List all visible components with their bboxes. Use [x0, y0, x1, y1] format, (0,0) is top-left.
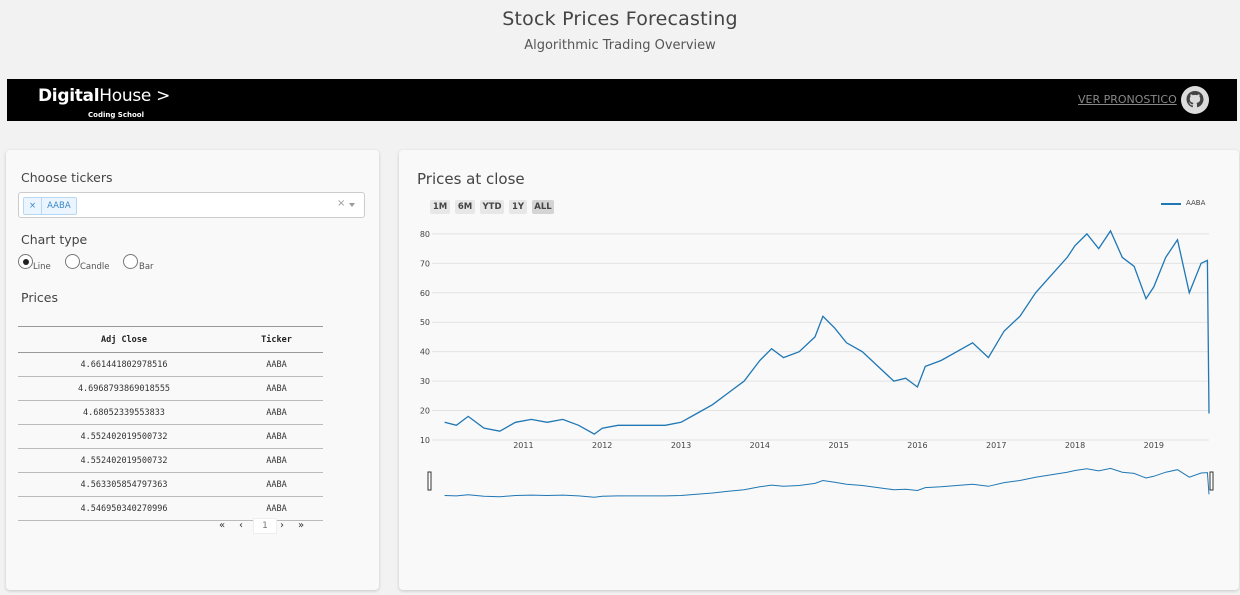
- y-tick-label: 30: [420, 377, 430, 386]
- radio-line-label: Line: [33, 262, 51, 272]
- y-tick-label: 20: [420, 407, 430, 416]
- x-tick-label: 2018: [1065, 441, 1085, 450]
- ver-pronostico-link[interactable]: VER PRONOSTICO: [1078, 93, 1177, 106]
- radio-candle-label: Candle: [80, 262, 110, 272]
- ticker-dropdown[interactable]: × AABA ×: [18, 192, 365, 218]
- ticker-cell: AABA: [230, 496, 323, 521]
- adj-close-cell: 4.552402019500732: [18, 424, 230, 449]
- logo-rest-text: House >: [99, 86, 171, 106]
- adj-close-cell: 4.563305854797363: [18, 472, 230, 497]
- range-slider-right-handle: [1209, 471, 1214, 491]
- adj-close-cell: 4.6968793869018555: [18, 376, 230, 401]
- radio-bar[interactable]: [123, 254, 138, 269]
- legend-entry-aaba: AABA: [1186, 199, 1206, 207]
- navbar: DigitalHouse > Coding School VER PRONOST…: [7, 79, 1237, 121]
- y-tick-label: 70: [420, 259, 430, 268]
- range-slider-line: [444, 467, 1210, 498]
- range-slider-left-handle: [427, 471, 432, 491]
- ticker-cell: AABA: [230, 400, 323, 425]
- page-subtitle: Algorithmic Trading Overview: [524, 38, 716, 53]
- remove-tag-icon[interactable]: ×: [24, 198, 43, 214]
- column-header-adj-close[interactable]: Adj Close: [18, 326, 230, 353]
- page-number-input[interactable]: 1: [253, 518, 277, 534]
- y-tick-label: 10: [420, 436, 430, 445]
- y-tick-label: 40: [420, 348, 430, 357]
- first-page-button[interactable]: «: [219, 520, 226, 531]
- chevron-down-icon[interactable]: [349, 203, 355, 207]
- digitalhouse-logo: DigitalHouse > Coding School: [38, 86, 171, 119]
- range-all-button[interactable]: ALL: [532, 200, 554, 214]
- adj-close-cell: 4.546950340270996: [18, 496, 230, 521]
- next-page-button[interactable]: ›: [280, 520, 284, 531]
- prev-page-button[interactable]: ‹: [239, 520, 243, 531]
- range-6m-button[interactable]: 6M: [455, 200, 475, 214]
- prices-table: Adj Close Ticker 4.661441802978516 AABA 4…: [18, 326, 323, 521]
- ticker-tag-label: AABA: [47, 201, 71, 211]
- table-row: 4.68052339553833 AABA: [18, 400, 323, 425]
- x-tick-label: 2014: [750, 441, 770, 450]
- y-tick-label: 60: [420, 289, 430, 298]
- y-tick-label: 80: [420, 230, 430, 239]
- table-row: 4.6968793869018555 AABA: [18, 376, 323, 401]
- x-tick-label: 2015: [828, 441, 848, 450]
- x-tick-label: 2019: [1144, 441, 1164, 450]
- table-row: 4.552402019500732 AABA: [18, 424, 323, 449]
- price-chart[interactable]: 10 20 30 40 50 60 70 80 2011 2012 2013 2014 2015 2016…: [399, 150, 1239, 590]
- x-tick-label: 2012: [592, 441, 612, 450]
- page-title: Stock Prices Forecasting: [502, 8, 738, 30]
- table-row: 4.552402019500732 AABA: [18, 448, 323, 473]
- tickers-label: Choose tickers: [21, 170, 113, 185]
- logo-bold-text: Digital: [38, 86, 100, 106]
- ticker-tag: × AABA: [23, 197, 77, 215]
- logo-subtitle: Coding School: [88, 111, 144, 119]
- range-ytd-button[interactable]: YTD: [480, 200, 504, 214]
- adj-close-cell: 4.661441802978516: [18, 352, 230, 377]
- adj-close-cell: 4.68052339553833: [18, 400, 230, 425]
- last-page-button[interactable]: »: [298, 520, 305, 531]
- ticker-cell: AABA: [230, 352, 323, 377]
- controls-card: Choose tickers × AABA × Chart type Line …: [6, 150, 379, 590]
- range-1m-button[interactable]: 1M: [430, 200, 450, 214]
- range-slider: [430, 466, 1211, 500]
- radio-line[interactable]: [18, 254, 33, 269]
- ticker-cell: AABA: [230, 472, 323, 497]
- prices-label: Prices: [21, 290, 59, 305]
- x-tick-label: 2017: [986, 441, 1006, 450]
- chart-title: Prices at close: [417, 170, 525, 188]
- radio-candle[interactable]: [65, 254, 80, 269]
- clear-icon[interactable]: ×: [337, 198, 346, 209]
- column-header-ticker[interactable]: Ticker: [230, 326, 323, 353]
- table-row: 4.563305854797363 AABA: [18, 472, 323, 497]
- chart-type-label: Chart type: [21, 232, 88, 247]
- x-tick-label: 2013: [671, 441, 691, 450]
- radio-bar-label: Bar: [139, 262, 154, 272]
- y-tick-label: 50: [420, 318, 430, 327]
- legend-line-swatch: [1161, 203, 1181, 205]
- chart-card: Prices at close 1M 6M YTD 1Y ALL AABA 10…: [399, 150, 1239, 590]
- x-tick-label: 2016: [907, 441, 927, 450]
- x-tick-label: 2011: [513, 441, 533, 450]
- series-line-aaba: [444, 229, 1210, 435]
- range-1y-button[interactable]: 1Y: [509, 200, 527, 214]
- ticker-cell: AABA: [230, 448, 323, 473]
- table-row: 4.546950340270996 AABA: [18, 496, 323, 521]
- table-row: 4.661441802978516 AABA: [18, 352, 323, 377]
- adj-close-cell: 4.552402019500732: [18, 448, 230, 473]
- github-icon[interactable]: [1181, 86, 1209, 114]
- ticker-cell: AABA: [230, 376, 323, 401]
- ticker-cell: AABA: [230, 424, 323, 449]
